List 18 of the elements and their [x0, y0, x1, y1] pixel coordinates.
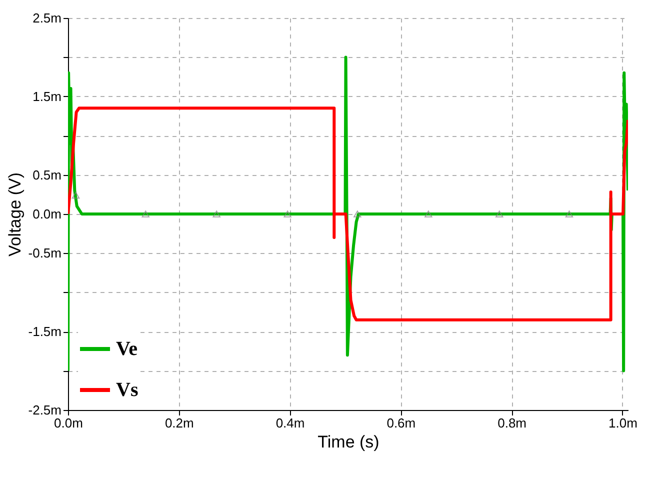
x-tick-label: 1.0m: [608, 416, 638, 430]
legend-label: Ve: [116, 338, 138, 360]
y-tick-label: 1.5m: [32, 88, 62, 104]
legend-label: Vs: [116, 379, 138, 401]
line-series: [68, 106, 628, 322]
y-tick-label: -2.5m: [28, 402, 62, 418]
x-tick-label: 0.0m: [54, 416, 83, 430]
x-tick-label: 0.6m: [386, 416, 416, 430]
x-tick-label: 0.2m: [164, 416, 194, 430]
y-tick-label: 0.5m: [32, 167, 62, 182]
y-tick-label: 0.0m: [32, 206, 62, 222]
y-tick-label: -0.5m: [28, 246, 62, 261]
y-tick-label: 2.5m: [32, 10, 62, 26]
x-tick-label: 0.8m: [498, 416, 527, 430]
y-tick-label: -1.5m: [28, 324, 62, 340]
x-axis-title: Time (s): [318, 432, 380, 452]
y-axis-title: Voltage (V): [5, 172, 24, 257]
x-tick-label: 0.4m: [276, 416, 305, 430]
